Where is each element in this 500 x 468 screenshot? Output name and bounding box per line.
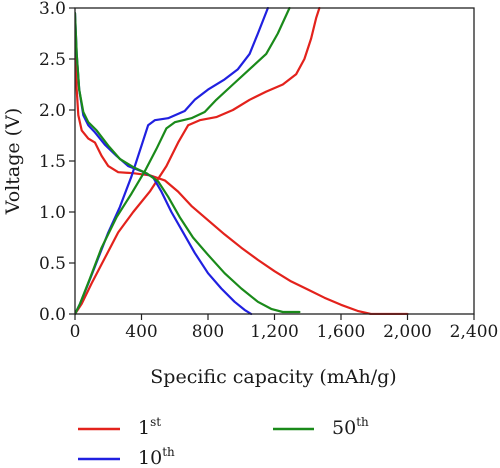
legend-label-2: 10th (138, 445, 175, 468)
series-1-discharge-line (75, 47, 409, 315)
series-1-charge-line (75, 7, 321, 315)
y-tick-label: 0.5 (39, 254, 66, 274)
x-tick-label: 1,200 (250, 322, 299, 342)
y-tick-label: 2.0 (39, 101, 66, 121)
y-tick-label: 0.0 (39, 305, 66, 325)
series-3-discharge-line (75, 12, 301, 314)
x-axis-title: Specific capacity (mAh/g) (150, 366, 396, 388)
legend-label-suffix: th (356, 415, 369, 429)
legend-label-suffix: st (150, 415, 161, 429)
y-axis-title: Voltage (V) (2, 108, 24, 215)
legend-label-number: 1 (138, 417, 150, 439)
legend-label-suffix: th (162, 445, 175, 459)
plot-frame (74, 7, 475, 315)
y-tick-label: 1.0 (39, 203, 66, 223)
legend-label-1: 1st (138, 415, 161, 439)
y-tick-label: 3.0 (39, 0, 66, 19)
x-tick-label: 2,400 (450, 322, 499, 342)
x-tick-label: 400 (125, 322, 157, 342)
y-tick-label: 2.5 (39, 50, 66, 70)
series-2-discharge-line (75, 12, 253, 315)
legend-label-number: 10 (138, 447, 162, 468)
curves-layer (75, 7, 409, 315)
ticks-layer: 0 400 800 1,200 1,600 2,000 2,400 0.0 0.5 1.0 1.5 2… (39, 0, 498, 342)
legend-label-number: 50 (332, 417, 356, 439)
legend-label-3: 50th (332, 415, 369, 439)
x-tick-label: 2,000 (383, 322, 432, 342)
x-tick-label: 1,600 (317, 322, 366, 342)
x-tick-label: 0 (70, 322, 81, 342)
series-3-charge-line (75, 7, 291, 315)
x-tick-label: 800 (192, 322, 224, 342)
y-tick-label: 1.5 (39, 152, 66, 172)
